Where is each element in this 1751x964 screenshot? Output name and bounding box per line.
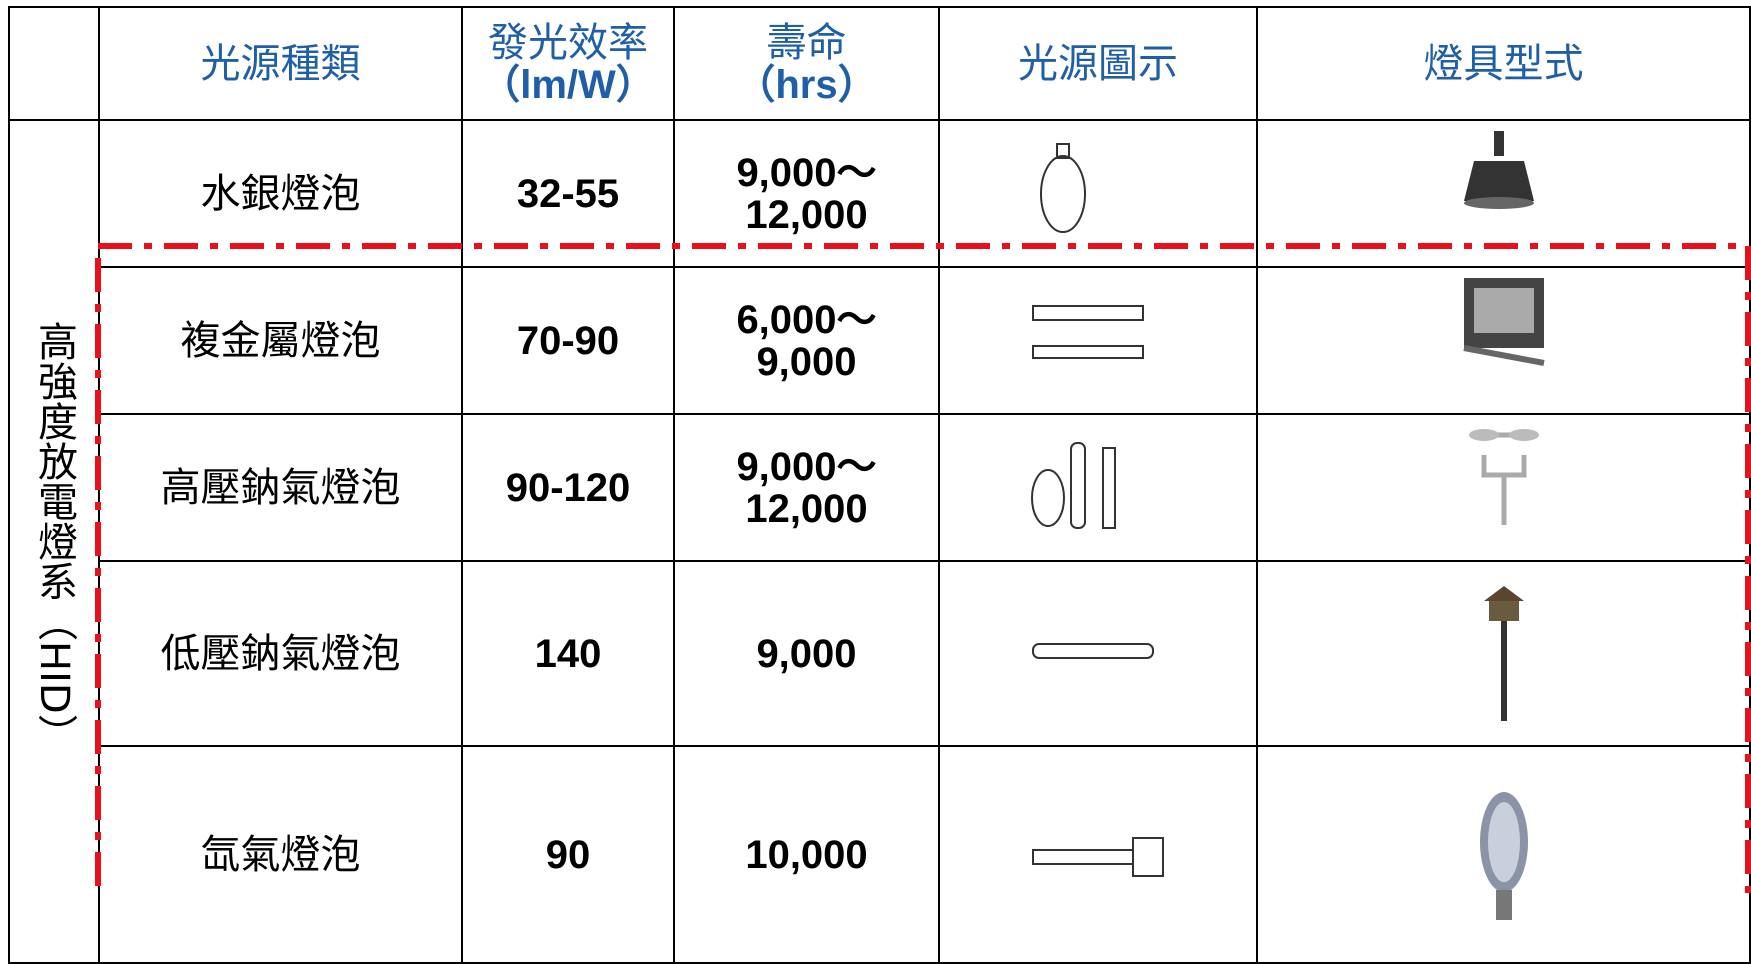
header-unit: （lm/W）	[480, 62, 656, 107]
fixture-icon	[1462, 278, 1545, 366]
header-cell: 燈具型式	[1256, 6, 1751, 121]
group-cell: 高強度放電燈系（HID）	[8, 119, 100, 964]
efficacy: 32-55	[516, 171, 620, 216]
lamp-table: 光源種類 發光效率 （lm/W） 壽命 （hrs） 光源圖示 燈具型式 高強度放電燈…	[8, 6, 1751, 964]
life-line: 6,000～	[736, 297, 877, 342]
fixture-icon-cell	[1256, 413, 1751, 562]
table-body: 光源種類 發光效率 （lm/W） 壽命 （hrs） 光源圖示 燈具型式 高強度放電燈…	[8, 6, 1751, 964]
lamp-icon	[1032, 642, 1154, 659]
life-line: 9,000	[756, 631, 857, 676]
lamp-icon-cell	[938, 413, 1258, 562]
header-text: 光源種類	[200, 40, 361, 87]
fixture-icon	[1468, 429, 1539, 525]
table-row: 氙氣燈泡 90 10,000	[9, 745, 1751, 964]
name-cell: 高壓鈉氣燈泡	[98, 413, 463, 562]
life-cell: 9,000～ 12,000	[673, 119, 940, 268]
life-cell: 10,000	[673, 745, 940, 964]
header-unit: （hrs）	[735, 62, 878, 107]
lamp-name: 氙氣燈泡	[200, 831, 361, 878]
header-text: 發光效率	[488, 19, 648, 66]
life-cell: 6,000～ 9,000	[673, 266, 940, 415]
fixture-icon-cell	[1256, 266, 1751, 415]
efficacy: 140	[534, 631, 602, 676]
life-line: 12,000	[745, 486, 868, 531]
efficacy-cell: 90	[461, 745, 675, 964]
efficacy-cell: 140	[461, 560, 675, 747]
fixture-icon-cell	[1256, 745, 1751, 964]
life-cell: 9,000	[673, 560, 940, 747]
efficacy-cell: 32-55	[461, 119, 675, 268]
header-row: 光源種類 發光效率 （lm/W） 壽命 （hrs） 光源圖示 燈具型式	[8, 6, 1751, 121]
lamp-icon-cell	[938, 560, 1258, 747]
life-line: 9,000～	[736, 150, 877, 195]
lamp-icon-cell	[938, 119, 1258, 268]
group-label: 高強度放電燈系（HID）	[31, 321, 77, 754]
name-cell: 複金屬燈泡	[98, 266, 463, 415]
fixture-icon	[1463, 131, 1534, 209]
name-cell: 水銀燈泡	[98, 119, 463, 268]
fixture-icon	[1483, 586, 1524, 721]
table-row: 低壓鈉氣燈泡 140 9,000	[9, 560, 1751, 747]
name-cell: 氙氣燈泡	[98, 745, 463, 964]
corner-cell	[8, 6, 100, 121]
life-line: 9,000～	[736, 444, 877, 489]
efficacy: 70-90	[516, 318, 620, 363]
header-cell: 發光效率 （lm/W）	[461, 6, 675, 121]
table-row: 高壓鈉氣燈泡 90-120 9,000～ 12,000	[9, 413, 1751, 562]
lamp-icon	[1031, 441, 1116, 529]
header-text: 燈具型式	[1423, 40, 1584, 87]
life-line: 12,000	[745, 192, 868, 237]
lamp-icon	[1040, 142, 1086, 233]
table-row: 複金屬燈泡 70-90 6,000～ 9,000	[9, 266, 1751, 415]
lamp-name: 水銀燈泡	[200, 170, 361, 217]
page-body: 光源種類 發光效率 （lm/W） 壽命 （hrs） 光源圖示 燈具型式 高強度放電燈…	[8, 6, 1751, 964]
header-text: 光源圖示	[1018, 40, 1178, 87]
name-cell: 低壓鈉氣燈泡	[98, 560, 463, 747]
fixture-icon	[1479, 792, 1528, 920]
header-cell: 光源種類	[98, 6, 463, 121]
lamp-icon	[1032, 836, 1164, 877]
fixture-icon-cell	[1256, 119, 1751, 268]
header-text: 壽命	[766, 19, 847, 66]
lamp-icon	[1032, 304, 1144, 359]
efficacy: 90-120	[505, 465, 631, 510]
life-line: 9,000	[756, 339, 857, 384]
life-line: 10,000	[745, 832, 868, 877]
table-row: 高強度放電燈系（HID） 水銀燈泡 32-55 9,000～ 12,000	[8, 119, 1751, 964]
lamp-name: 高壓鈉氣燈泡	[160, 464, 401, 511]
fixture-icon-cell	[1256, 560, 1751, 747]
lamp-icon-cell	[938, 266, 1258, 415]
lamp-icon-cell	[938, 745, 1258, 964]
efficacy-cell: 70-90	[461, 266, 675, 415]
efficacy: 90	[545, 832, 591, 877]
efficacy-cell: 90-120	[461, 413, 675, 562]
header-cell: 壽命 （hrs）	[673, 6, 940, 121]
life-cell: 9,000～ 12,000	[673, 413, 940, 562]
lamp-name: 低壓鈉氣燈泡	[160, 630, 401, 677]
header-cell: 光源圖示	[938, 6, 1258, 121]
page: {"header":{"columns":[["光源種類"],["發光效率","…	[8, 6, 1751, 964]
lamp-name: 複金屬燈泡	[180, 317, 381, 364]
